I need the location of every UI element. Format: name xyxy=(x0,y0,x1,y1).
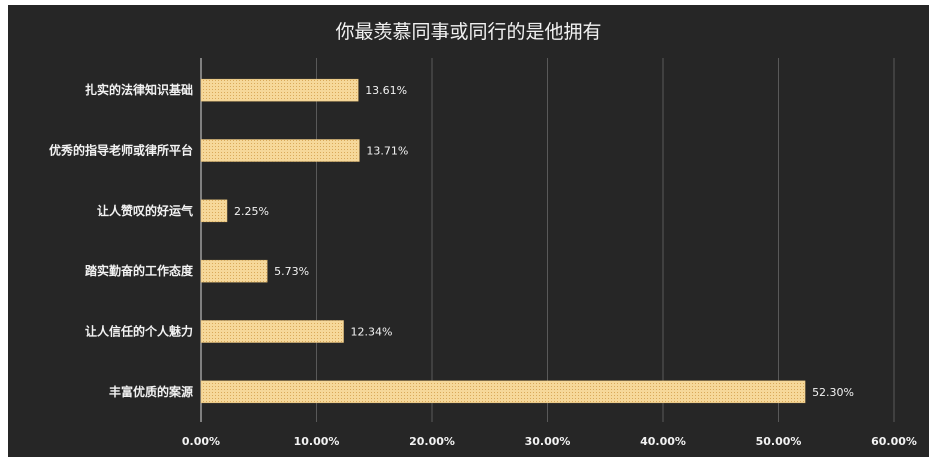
x-tick-label: 10.00% xyxy=(294,435,340,448)
data-label: 5.73% xyxy=(274,265,309,278)
category-label: 丰富优质的案源 xyxy=(109,384,193,399)
bar xyxy=(200,380,806,404)
data-label: 13.61% xyxy=(365,84,407,97)
bar xyxy=(200,199,228,223)
x-tick-label: 20.00% xyxy=(409,435,455,448)
x-tick-label: 40.00% xyxy=(640,435,686,448)
bar xyxy=(200,139,360,162)
x-tick-label: 50.00% xyxy=(756,435,802,448)
bar-chart: 0.00% 10.00% 20.00% 30.00% 40.00% 50.00% 60.00… xyxy=(49,58,917,448)
category-label: 让人信任的个人魅力 xyxy=(85,324,193,339)
bar xyxy=(200,78,359,102)
data-label: 12.34% xyxy=(351,326,393,339)
category-label: 扎实的法律知识基础 xyxy=(85,82,193,97)
data-label: 2.25% xyxy=(234,205,269,218)
category-label: 优秀的指导老师或律所平台 xyxy=(49,143,193,158)
bar xyxy=(200,259,268,283)
x-tick-label: 0.00% xyxy=(182,435,220,448)
chart-title: 你最羡慕同事或同行的是他拥有 xyxy=(335,21,602,43)
x-tick-label: 60.00% xyxy=(871,435,917,448)
x-tick-label: 30.00% xyxy=(525,435,571,448)
bar xyxy=(200,320,344,343)
data-label: 52.30% xyxy=(812,386,854,399)
category-label: 让人赞叹的好运气 xyxy=(97,203,193,218)
data-label: 13.71% xyxy=(366,145,408,158)
category-label: 踏实勤奋的工作态度 xyxy=(85,263,194,278)
chart-frame: 你最羡慕同事或同行的是他拥有 0.00% 10.00% 20.00% 30.00% 40… xyxy=(8,5,929,457)
